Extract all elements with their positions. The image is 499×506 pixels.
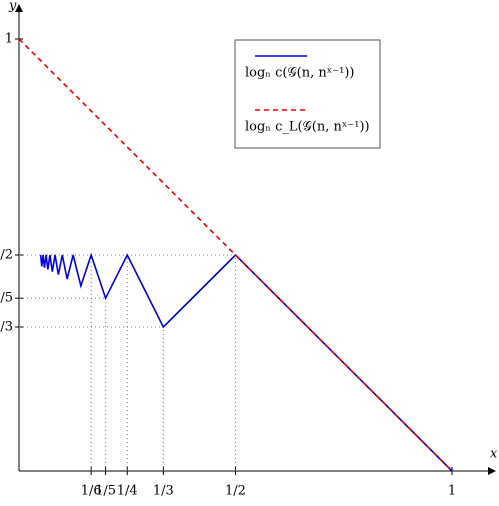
y-tick-label: 2/5 [0, 291, 13, 306]
x-tick-label: 1/3 [153, 484, 174, 499]
x-tick-label: 1/6 [81, 484, 102, 499]
x-tick-label: 1/5 [95, 484, 116, 499]
x-axis-label: x [490, 447, 498, 462]
y-tick-label: 1/3 [0, 320, 13, 335]
y-tick-label: 1/2 [0, 248, 13, 263]
legend-box [234, 39, 381, 149]
series-line [39, 252, 453, 472]
x-tick-label: 1 [448, 484, 456, 499]
y-axis-label: y [8, 0, 17, 14]
series-line [18, 38, 453, 472]
y-tick-label: 1 [5, 32, 13, 47]
x-tick-label: 1/2 [225, 484, 246, 499]
legend-label: logₙ c_L(𝒢(n, nˣ⁻¹)) [245, 120, 370, 135]
legend-label: logₙ c(𝒢(n, nˣ⁻¹)) [245, 66, 354, 81]
x-tick-label: 1/4 [117, 484, 138, 499]
